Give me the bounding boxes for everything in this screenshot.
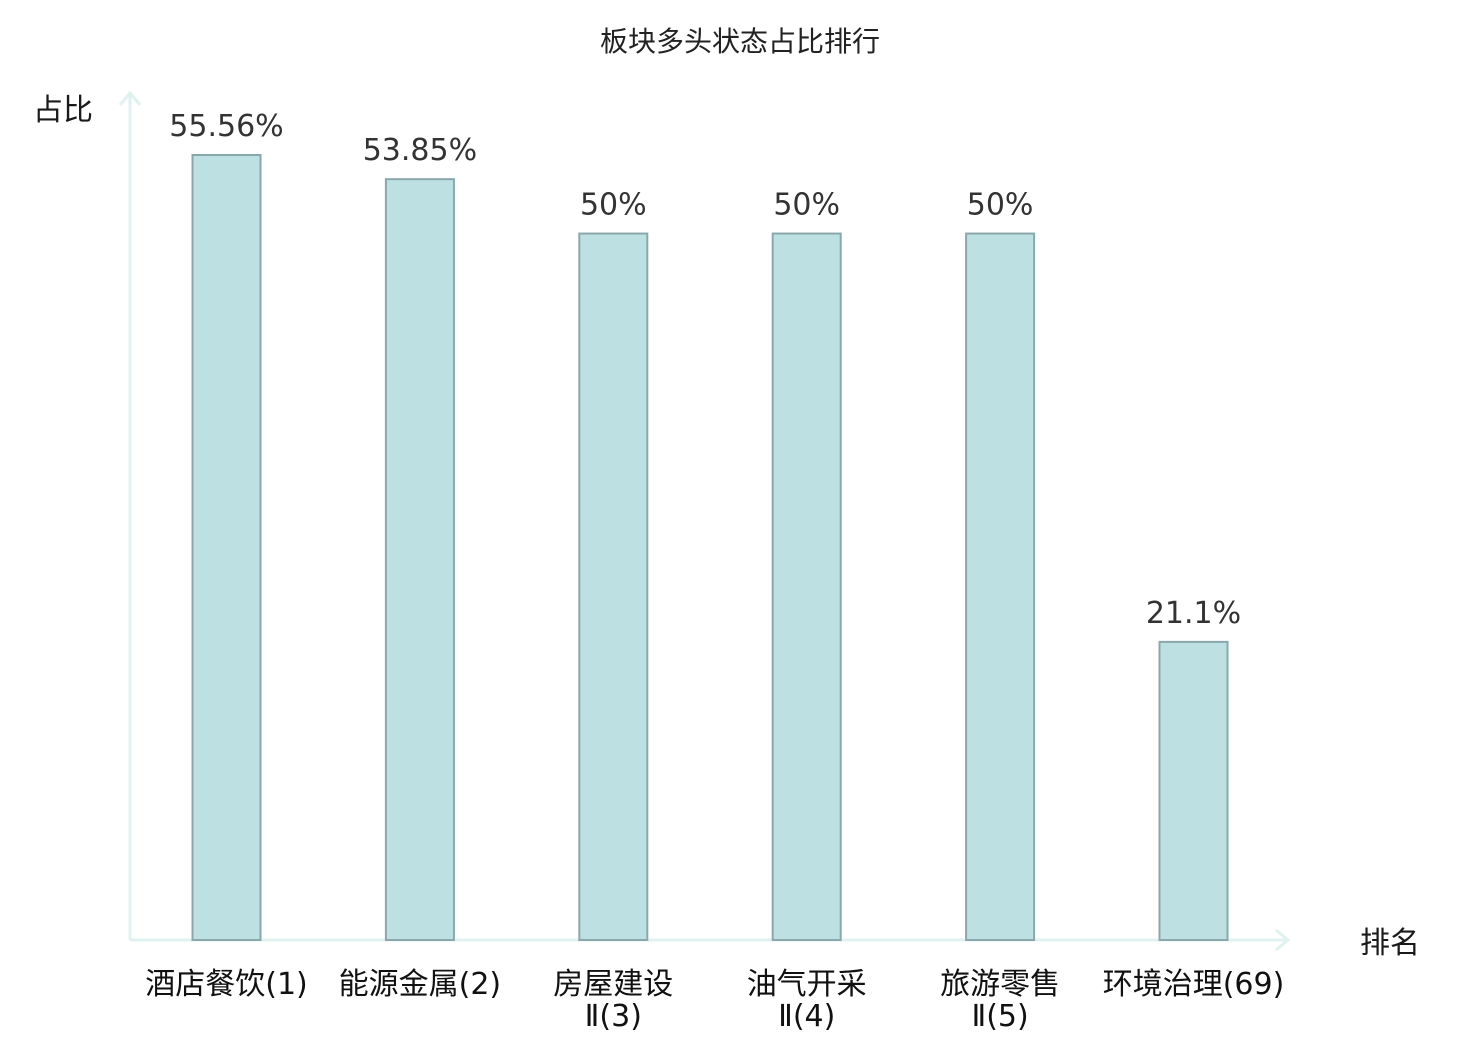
x-tick-label: Ⅱ(5)	[971, 999, 1028, 1034]
x-tick-label: 能源金属(2)	[339, 967, 502, 1002]
bar	[384, 178, 455, 942]
bar-value-label: 53.85%	[363, 133, 477, 168]
x-axis-label: 排名	[1360, 926, 1420, 961]
bar-value-label: 55.56%	[169, 109, 283, 144]
bar-value-label: 50%	[967, 188, 1034, 223]
x-axis-arrow	[1275, 928, 1291, 952]
y-axis-label: 占比	[33, 93, 93, 128]
y-axis-arrow	[118, 90, 142, 106]
x-tick-label: 酒店餐饮(1)	[145, 967, 308, 1002]
x-tick-label: 旅游零售	[940, 967, 1060, 1002]
bar	[771, 232, 842, 941]
bar-value-label: 50%	[580, 188, 647, 223]
bar-value-label: 21.1%	[1146, 596, 1241, 631]
bar	[1158, 640, 1229, 941]
x-tick-label: Ⅱ(4)	[778, 999, 835, 1034]
chart-title: 板块多头状态占比排行	[600, 25, 880, 58]
bar-value-label: 50%	[773, 188, 840, 223]
bar	[191, 154, 262, 941]
x-tick-label: 房屋建设	[553, 967, 673, 1002]
x-tick-label: 油气开采	[747, 967, 867, 1002]
x-tick-label: Ⅱ(3)	[585, 999, 642, 1034]
bar	[578, 232, 649, 941]
bar	[965, 232, 1036, 941]
x-tick-label: 环境治理(69)	[1103, 967, 1285, 1002]
